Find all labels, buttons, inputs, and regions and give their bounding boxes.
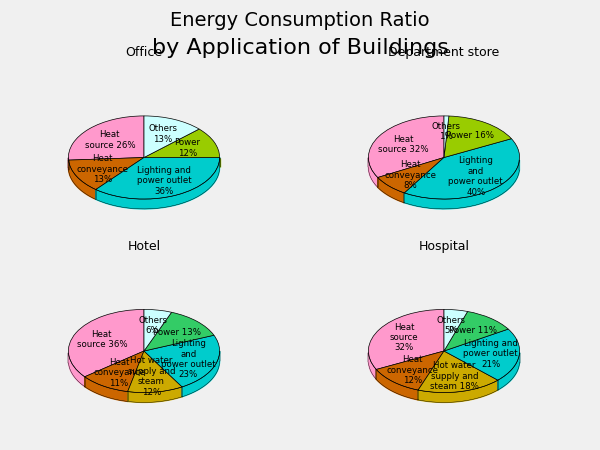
Title: Department store: Department store (388, 46, 500, 59)
Wedge shape (68, 310, 144, 377)
Wedge shape (368, 310, 444, 369)
Text: Heat
conveyance
11%: Heat conveyance 11% (93, 358, 145, 388)
Text: Heat
conveyance
8%: Heat conveyance 8% (384, 160, 436, 190)
Text: Heat
conveyance
12%: Heat conveyance 12% (387, 356, 439, 385)
Text: Others
6%: Others 6% (138, 316, 167, 335)
Wedge shape (68, 158, 144, 189)
Wedge shape (404, 139, 520, 199)
Polygon shape (368, 158, 378, 187)
Text: Lighting and
power outlet
21%: Lighting and power outlet 21% (463, 339, 518, 369)
Wedge shape (96, 158, 220, 199)
Text: Power
12%: Power 12% (175, 138, 200, 158)
Text: Power 16%: Power 16% (446, 131, 494, 140)
Wedge shape (444, 311, 508, 351)
Text: Lighting
and
power outlet
23%: Lighting and power outlet 23% (161, 339, 216, 379)
Polygon shape (96, 158, 220, 209)
Text: Heat
conveyance
13%: Heat conveyance 13% (76, 154, 128, 184)
Polygon shape (368, 353, 376, 379)
Polygon shape (85, 377, 128, 401)
Wedge shape (368, 116, 444, 177)
Polygon shape (182, 351, 220, 397)
Title: Hotel: Hotel (127, 240, 161, 253)
Wedge shape (128, 351, 182, 392)
Text: Lighting
and
power outlet
40%: Lighting and power outlet 40% (448, 156, 503, 197)
Text: Hot water
supply and
steam 18%: Hot water supply and steam 18% (430, 361, 479, 391)
Text: Power 11%: Power 11% (449, 326, 497, 335)
Wedge shape (444, 116, 511, 158)
Wedge shape (444, 310, 467, 351)
Text: Energy Consumption Ratio: Energy Consumption Ratio (170, 11, 430, 30)
Text: Lighting and
power outlet
36%: Lighting and power outlet 36% (137, 166, 191, 196)
Wedge shape (144, 129, 220, 157)
Text: Heat
source 36%: Heat source 36% (77, 330, 127, 350)
Text: Others
5%: Others 5% (437, 316, 466, 335)
Wedge shape (144, 335, 220, 387)
Polygon shape (378, 177, 404, 203)
Polygon shape (498, 353, 520, 390)
Polygon shape (376, 369, 418, 400)
Text: Power 13%: Power 13% (153, 328, 201, 337)
Text: Others
1%: Others 1% (431, 122, 460, 141)
Wedge shape (376, 351, 444, 390)
Wedge shape (68, 116, 144, 160)
Title: Hospital: Hospital (419, 240, 470, 253)
Text: Heat
source 32%: Heat source 32% (379, 135, 429, 154)
Text: Heat
source 26%: Heat source 26% (85, 130, 135, 149)
Wedge shape (444, 329, 520, 380)
Polygon shape (68, 160, 96, 199)
Polygon shape (418, 380, 498, 402)
Text: by Application of Buildings: by Application of Buildings (152, 38, 448, 58)
Wedge shape (444, 116, 449, 158)
Wedge shape (144, 116, 199, 158)
Text: Others
13%: Others 13% (148, 124, 177, 144)
Text: Heat
source
32%: Heat source 32% (390, 323, 418, 352)
Text: Hot water
supply and
steam
12%: Hot water supply and steam 12% (128, 356, 175, 396)
Title: Office: Office (125, 46, 163, 59)
Polygon shape (404, 160, 520, 209)
Wedge shape (85, 351, 144, 392)
Wedge shape (144, 312, 214, 351)
Wedge shape (378, 158, 444, 193)
Polygon shape (128, 387, 182, 402)
Wedge shape (144, 310, 172, 351)
Polygon shape (68, 353, 85, 387)
Wedge shape (418, 351, 498, 392)
